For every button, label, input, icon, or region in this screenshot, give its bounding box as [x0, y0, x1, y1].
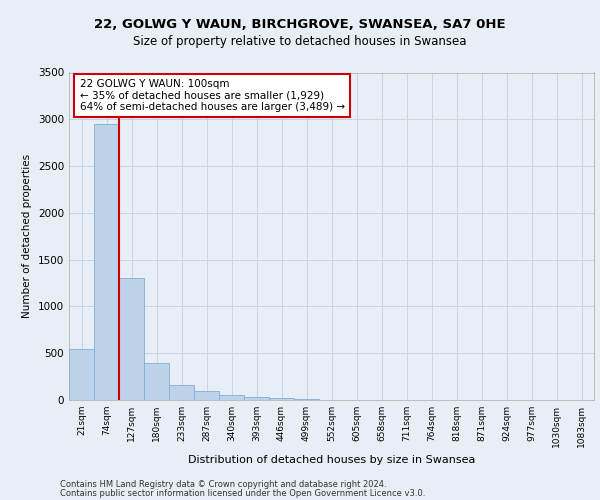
Text: Contains HM Land Registry data © Crown copyright and database right 2024.: Contains HM Land Registry data © Crown c…	[60, 480, 386, 489]
Bar	[194, 390, 219, 400]
X-axis label: Distribution of detached houses by size in Swansea: Distribution of detached houses by size …	[188, 456, 475, 466]
Bar	[244, 397, 269, 400]
Bar	[219, 396, 244, 400]
Text: Size of property relative to detached houses in Swansea: Size of property relative to detached ho…	[133, 35, 467, 48]
Bar	[94, 124, 119, 400]
Text: 22 GOLWG Y WAUN: 100sqm
← 35% of detached houses are smaller (1,929)
64% of semi: 22 GOLWG Y WAUN: 100sqm ← 35% of detache…	[79, 79, 344, 112]
Bar	[69, 348, 94, 400]
Bar	[294, 399, 319, 400]
Bar	[269, 398, 294, 400]
Bar	[119, 278, 144, 400]
Bar	[144, 362, 169, 400]
Bar	[169, 385, 194, 400]
Y-axis label: Number of detached properties: Number of detached properties	[22, 154, 32, 318]
Text: 22, GOLWG Y WAUN, BIRCHGROVE, SWANSEA, SA7 0HE: 22, GOLWG Y WAUN, BIRCHGROVE, SWANSEA, S…	[94, 18, 506, 30]
Text: Contains public sector information licensed under the Open Government Licence v3: Contains public sector information licen…	[60, 488, 425, 498]
